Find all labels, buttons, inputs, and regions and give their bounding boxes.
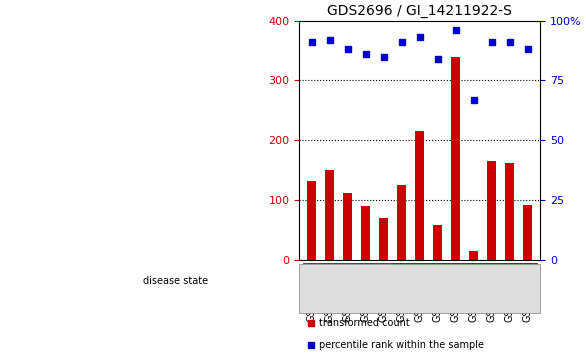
FancyBboxPatch shape: [393, 263, 537, 306]
Bar: [362, 206, 370, 260]
Bar: [397, 185, 407, 260]
Bar: [523, 205, 533, 260]
Bar: [451, 57, 461, 260]
Text: normal: normal: [328, 279, 367, 289]
Bar: [469, 251, 478, 260]
Text: percentile rank within the sample: percentile rank within the sample: [319, 339, 483, 349]
Title: GDS2696 / GI_14211922-S: GDS2696 / GI_14211922-S: [328, 4, 512, 18]
Bar: [505, 163, 515, 260]
Text: disease state: disease state: [142, 276, 208, 286]
Bar: [380, 218, 389, 260]
FancyBboxPatch shape: [303, 263, 393, 306]
Bar: [434, 225, 442, 260]
Bar: [325, 170, 335, 260]
Bar: [343, 193, 352, 260]
Text: transformed count: transformed count: [319, 319, 410, 329]
Bar: [488, 161, 496, 260]
Text: teratozoospermia: teratozoospermia: [416, 279, 514, 289]
Bar: [415, 131, 424, 260]
Bar: [308, 181, 316, 260]
